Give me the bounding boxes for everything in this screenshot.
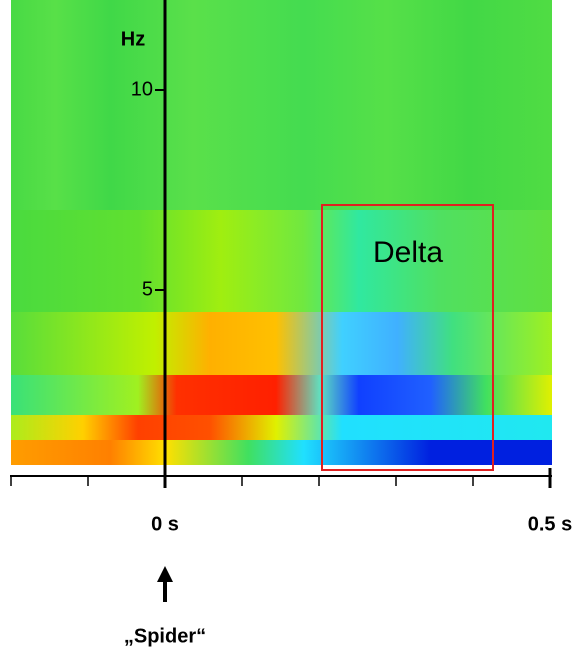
- heat-band: [11, 0, 552, 210]
- heat-band: [11, 415, 552, 440]
- delta-label: Delta: [373, 236, 443, 269]
- event-label: „Spider“: [124, 625, 206, 647]
- x-tick-label: 0 s: [151, 513, 179, 535]
- heat-band: [11, 375, 552, 415]
- heat-band: [11, 312, 552, 375]
- heat-band: [11, 440, 552, 465]
- delta-box: [321, 204, 494, 471]
- heat-band: [11, 210, 552, 312]
- heatmap: [11, 0, 552, 465]
- y-tick-label: 10: [131, 78, 153, 100]
- event-arrow-head: [157, 566, 173, 582]
- x-tick-label: 0.5 s: [528, 513, 572, 535]
- y-tick-label: 5: [142, 278, 153, 300]
- y-axis-label: Hz: [121, 28, 145, 50]
